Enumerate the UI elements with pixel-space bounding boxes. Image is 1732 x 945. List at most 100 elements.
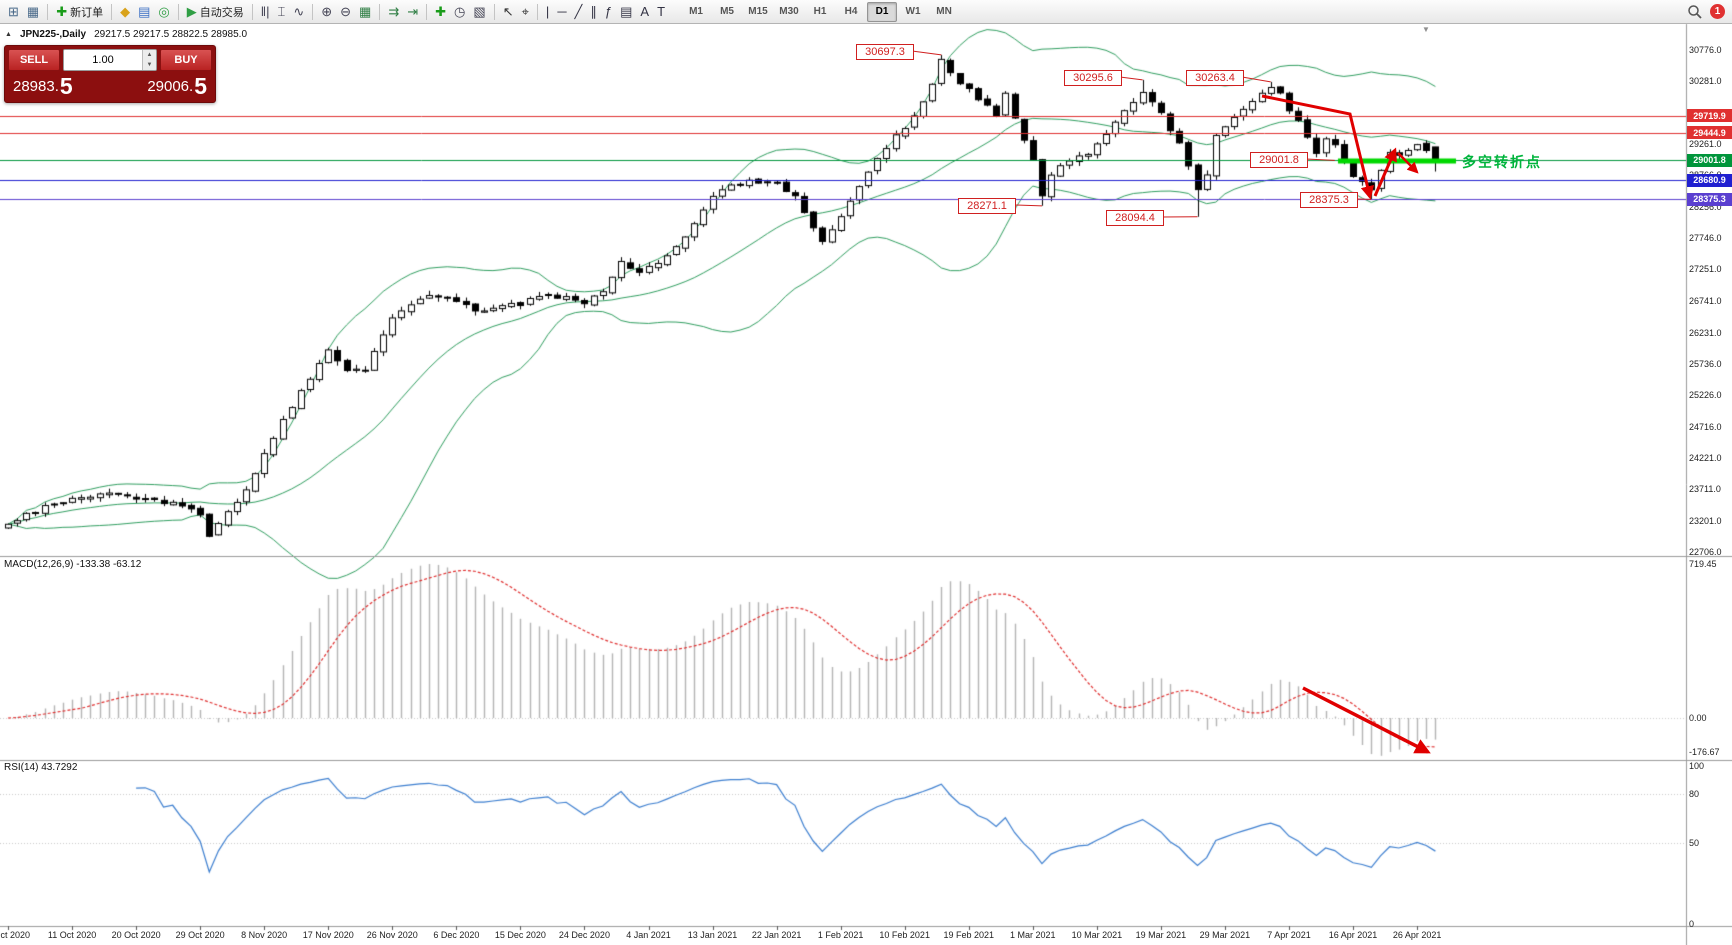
new-chart-button[interactable]: ⊞ [4, 1, 23, 23]
horizontal-line-tool-icon: ─ [557, 3, 567, 19]
bid-price: 28983. 5 [13, 74, 73, 99]
timeframe-mn[interactable]: MN [936, 5, 952, 17]
metaeditor-icon: ◆ [120, 3, 131, 19]
periods-button[interactable]: ◷ [450, 1, 469, 23]
new-order-button-label: 新订单 [70, 6, 104, 19]
metaeditor-button[interactable]: ◆ [116, 1, 134, 23]
zoom-out-button[interactable]: ⊖ [336, 1, 355, 23]
notification-badge[interactable]: 1 [1710, 4, 1725, 19]
text-tool-button[interactable]: A [636, 1, 653, 23]
profiles-button[interactable]: ▦ [23, 1, 43, 23]
search-icon[interactable] [1687, 4, 1702, 19]
toolbar-right: 1 [1687, 4, 1728, 19]
fibonacci-tool-button[interactable]: ƒ [601, 1, 616, 23]
zoom-in-button[interactable]: ⊕ [317, 1, 336, 23]
autotrading-button-label: 自动交易 [199, 6, 244, 19]
chart-symbol-period: JPN225-,Daily [19, 29, 87, 40]
panel-collapse-icon[interactable]: ▲ [5, 31, 12, 38]
shift-chart-button[interactable]: ⇥ [403, 1, 422, 23]
cursor-button[interactable]: ↖ [499, 1, 518, 23]
indicators-icon: ✚ [435, 3, 447, 19]
cursor-icon: ↖ [502, 3, 514, 19]
channel-tool-button[interactable]: ∥ [586, 1, 601, 23]
tile-windows-button[interactable]: ▦ [355, 1, 375, 23]
timeframe-toolbar: M1 M5 M15 M30 H1 H4 D1 W1 MN [681, 1, 959, 22]
crosshair-button[interactable]: ⌖ [518, 1, 533, 23]
timeframe-m15[interactable]: M15 [748, 5, 768, 17]
price-annotation[interactable]: 30295.6 [1064, 70, 1122, 86]
vertical-line-tool-icon: | [545, 3, 550, 19]
timeframe-m30[interactable]: M30 [779, 5, 799, 17]
one-click-trading-panel: SELL ▲ ▼ BUY 28983.5 29006.5 [4, 45, 216, 103]
price-annotation[interactable]: 28094.4 [1106, 210, 1164, 226]
zoom-out-icon: ⊖ [340, 3, 352, 19]
indicators-button[interactable]: ✚ [431, 1, 450, 23]
tile-windows-icon: ▦ [359, 3, 372, 19]
new-order-button[interactable]: ✚ 新订单 [52, 1, 107, 23]
market-watch-icon: ▤ [138, 3, 151, 19]
volume-field: ▲ ▼ [63, 49, 157, 71]
arrows-tool-button[interactable]: T [653, 1, 669, 23]
line-chart-button[interactable]: ∿ [289, 1, 308, 23]
candlestick-chart-button[interactable]: ⌶ [274, 1, 290, 23]
price-annotation[interactable]: 28375.3 [1300, 192, 1358, 208]
toolbar-separator [493, 3, 495, 20]
bar-chart-icon: ‖| [260, 3, 270, 19]
ask-price: 29006. 5 [147, 74, 207, 99]
line-chart-icon: ∿ [293, 3, 305, 19]
timeframe-d1[interactable]: D1 [867, 1, 898, 22]
toolbar-separator [177, 3, 179, 20]
new-chart-icon: ⊞ [8, 3, 19, 19]
navigator-icon: ◎ [158, 3, 170, 19]
horizontal-line-tool-button[interactable]: ─ [553, 1, 570, 23]
toolbar-separator [379, 3, 381, 20]
timeframe-w1[interactable]: W1 [905, 5, 921, 17]
bar-chart-button[interactable]: ‖| [257, 1, 274, 23]
templates-button[interactable]: ▧ [469, 1, 489, 23]
price-annotation[interactable]: 30263.4 [1186, 70, 1244, 86]
candlestick-chart-icon: ⌶ [277, 3, 286, 19]
autotrading-button[interactable]: ▶ 自动交易 [183, 1, 248, 23]
trendline-tool-button[interactable]: ╱ [571, 1, 587, 23]
ask-price-main: 29006. [147, 78, 194, 95]
volume-input[interactable] [64, 50, 142, 70]
templates-icon: ▧ [473, 3, 486, 19]
shift-chart-icon: ⇥ [407, 3, 419, 19]
volume-decrease-button[interactable]: ▼ [143, 60, 156, 70]
market-watch-button[interactable]: ▤ [134, 1, 154, 23]
volume-increase-button[interactable]: ▲ [143, 50, 156, 60]
shapes-tool-icon: ▤ [620, 3, 633, 19]
timeframe-m1[interactable]: M1 [689, 5, 703, 17]
fibonacci-tool-icon: ƒ [604, 3, 613, 19]
toolbar-separator [111, 3, 113, 20]
auto-scroll-button[interactable]: ⇉ [384, 1, 403, 23]
shapes-tool-button[interactable]: ▤ [616, 1, 636, 23]
arrows-tool-icon: T [657, 3, 666, 19]
chart-title-bar: ▲ JPN225-,Daily 29217.5 29217.5 28822.5 … [5, 29, 247, 40]
chart-shift-marker[interactable]: ▼ [1422, 25, 1430, 34]
sell-button[interactable]: SELL [8, 49, 60, 71]
crosshair-icon: ⌖ [521, 3, 529, 19]
zoom-in-icon: ⊕ [321, 3, 333, 19]
auto-scroll-icon: ⇉ [388, 3, 400, 19]
autotrading-button: ▶ [186, 3, 197, 19]
timeframe-m5[interactable]: M5 [720, 5, 734, 17]
vertical-line-tool-button[interactable]: | [542, 1, 553, 23]
channel-tool-icon: ∥ [590, 3, 597, 19]
navigator-button[interactable]: ◎ [154, 1, 173, 23]
buy-button[interactable]: BUY [160, 49, 212, 71]
timeframe-h4[interactable]: H4 [844, 5, 858, 17]
timeframe-h1[interactable]: H1 [813, 5, 827, 17]
rsi-indicator-label: RSI(14) 43.7292 [4, 762, 78, 773]
new-order-button: ✚ [56, 3, 68, 19]
chinese-annotation-text[interactable]: 多空转折点 [1462, 154, 1542, 170]
chart-ohlc-values: 29217.5 29217.5 28822.5 28985.0 [94, 29, 248, 40]
toolbar-separator [426, 3, 428, 20]
price-annotation[interactable]: 29001.8 [1250, 152, 1308, 168]
text-tool-icon: A [640, 3, 650, 19]
price-annotation[interactable]: 30697.3 [856, 44, 914, 60]
toolbar-buttons: ⊞ ▦ ✚ 新订单 ◆ ▤ ◎ ▶ 自动交易 ‖| ⌶ ∿ ⊕ ⊖ ▦ ⇉ ⇥ ✚ ◷ ▧ ↖ ⌖ | ─ ╱ ∥ ƒ ▤ A T [4, 1, 669, 23]
price-annotation[interactable]: 28271.1 [958, 198, 1016, 214]
